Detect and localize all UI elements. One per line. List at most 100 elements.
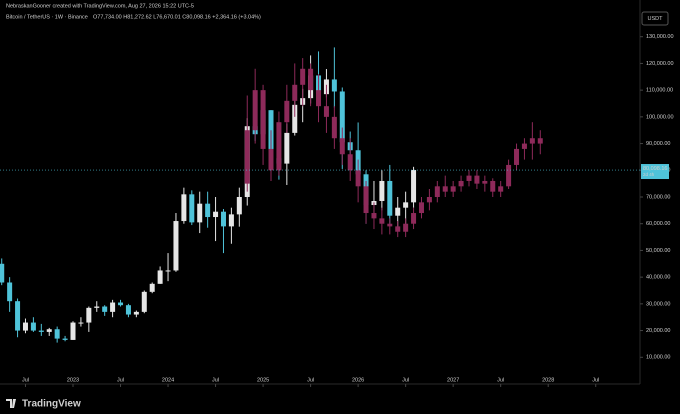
candle-body xyxy=(292,104,298,133)
candle-body xyxy=(482,180,488,184)
candle-body xyxy=(165,270,171,272)
candle-body xyxy=(316,90,322,107)
candle-body xyxy=(46,329,52,332)
currency-box xyxy=(641,11,669,26)
currency: USDT xyxy=(648,16,664,22)
candle-body xyxy=(276,122,282,171)
candle-body xyxy=(38,330,44,332)
y-tick-label: 40,000.00 xyxy=(646,275,670,281)
x-tick-label: 2023 xyxy=(67,377,79,383)
candle-body xyxy=(514,148,520,165)
candle-body xyxy=(205,203,211,218)
y-tick-label: 110,000.00 xyxy=(646,88,673,94)
y-tick-label: 50,000.00 xyxy=(646,248,670,254)
x-tick-label: Jul xyxy=(22,377,29,383)
y-tick-label: 10,000.00 xyxy=(646,355,670,361)
candle-body xyxy=(268,148,274,171)
candle-body xyxy=(197,203,203,223)
candle-body xyxy=(149,283,155,292)
candle-body xyxy=(371,213,377,219)
x-tick-label: Jul xyxy=(117,377,124,383)
candle-body xyxy=(54,329,60,339)
y-tick-label: 90,000.00 xyxy=(646,141,670,147)
candle-body xyxy=(339,91,345,143)
x-tick-label: Jul xyxy=(497,377,504,383)
candle-body xyxy=(236,197,242,215)
logo: TradingView xyxy=(22,399,81,410)
candle-body xyxy=(395,207,401,216)
candle-series xyxy=(244,58,543,238)
candle-body xyxy=(228,214,234,227)
candle-body xyxy=(426,197,432,203)
last-price-label: 80,098.16 xyxy=(643,166,667,172)
candle-body xyxy=(284,100,290,123)
candle-body xyxy=(173,221,179,271)
credit: NebraskanGooner created with TradingView… xyxy=(6,3,194,9)
candle-body xyxy=(252,90,258,131)
candle-body xyxy=(403,202,409,208)
candle-body xyxy=(308,68,314,91)
x-tick-label: Jul xyxy=(402,377,409,383)
candle-body xyxy=(284,132,290,164)
candle-body xyxy=(442,186,448,192)
x-tick-label: Jul xyxy=(307,377,314,383)
candle-body xyxy=(244,130,250,184)
candle-body xyxy=(220,211,226,227)
x-tick-label: 2024 xyxy=(162,377,174,383)
x-tick-label: 2027 xyxy=(447,377,459,383)
candle-body xyxy=(94,306,100,308)
candle-body xyxy=(355,170,361,187)
candle-body xyxy=(521,143,527,149)
candle-body xyxy=(62,338,68,340)
x-tick-label: 2025 xyxy=(257,377,269,383)
candle-body xyxy=(458,180,464,187)
candle-body xyxy=(331,79,337,92)
candle-body xyxy=(466,175,472,181)
x-tick-label: Jul xyxy=(592,377,599,383)
candle-body xyxy=(450,186,456,192)
x-tick-label: 2028 xyxy=(542,377,554,383)
candle-body xyxy=(537,138,543,144)
candle-body xyxy=(70,322,76,340)
candle-body xyxy=(141,291,147,312)
y-tick-label: 130,000.00 xyxy=(646,34,674,40)
candle-body xyxy=(434,186,440,197)
ohlc-legend: O77,734.00 H81,272.62 L76,670.01 C80,098… xyxy=(93,14,261,20)
symbol: Bitcoin / TetherUS · 1W · Binance xyxy=(6,14,88,20)
candle-body xyxy=(474,175,480,184)
y-tick-label: 20,000.00 xyxy=(646,328,670,334)
candle-body xyxy=(323,106,329,117)
candle-body xyxy=(86,307,92,323)
candle-body xyxy=(157,270,163,284)
candle-body xyxy=(379,180,385,202)
candle-body xyxy=(403,223,409,232)
candle-body xyxy=(22,322,28,331)
candle-body xyxy=(300,68,306,85)
candle-body xyxy=(387,223,393,227)
candle-body xyxy=(387,180,393,216)
candle-body xyxy=(102,306,108,312)
logo-icon xyxy=(6,399,16,408)
candle-body xyxy=(411,213,417,224)
candle-body xyxy=(395,226,401,232)
countdown: 2d 4h xyxy=(643,172,655,177)
candle-body xyxy=(189,194,195,223)
candle-body xyxy=(506,164,512,187)
y-tick-label: 60,000.00 xyxy=(646,221,670,227)
candle-body xyxy=(7,282,13,302)
candle-body xyxy=(118,302,124,306)
x-tick-label: Jul xyxy=(212,377,219,383)
candle-body xyxy=(292,84,298,101)
candle-body xyxy=(347,154,353,171)
x-tick-label: 2026 xyxy=(352,377,364,383)
candle-body xyxy=(78,322,84,324)
candle-body xyxy=(498,186,504,192)
candle-body xyxy=(213,211,219,218)
plot xyxy=(0,47,543,343)
candle-body xyxy=(379,218,385,224)
candle-body xyxy=(30,322,36,331)
candle-body xyxy=(110,302,116,312)
y-tick-label: 70,000.00 xyxy=(646,194,670,200)
candle-body xyxy=(490,180,496,192)
